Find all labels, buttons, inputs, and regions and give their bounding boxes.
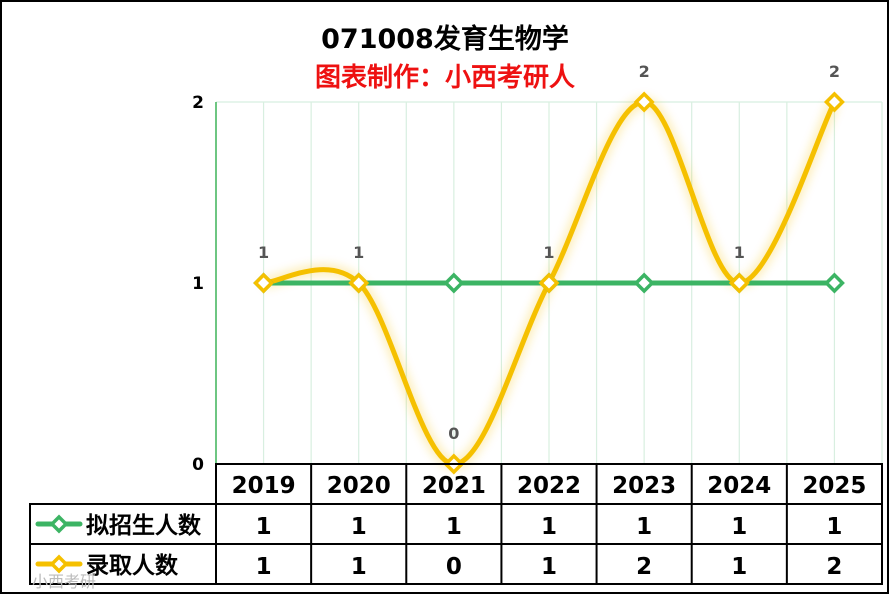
data-label: 0 bbox=[448, 424, 459, 443]
axes: 0 1 2 bbox=[192, 93, 217, 475]
x-tick-label: 2023 bbox=[612, 473, 676, 499]
series-marker-admit bbox=[253, 272, 275, 294]
y-tick-label: 0 bbox=[192, 455, 204, 475]
table-cell: 1 bbox=[826, 514, 842, 540]
y-tick-label: 1 bbox=[192, 274, 204, 294]
series bbox=[253, 91, 845, 475]
legend-marker bbox=[49, 554, 69, 574]
x-tick-label: 2019 bbox=[232, 473, 296, 499]
x-tick-label: 2020 bbox=[327, 473, 391, 499]
chart-subtitle: 图表制作：小西考研人 bbox=[315, 63, 575, 93]
series-marker-admit bbox=[348, 272, 370, 294]
series-marker-admit bbox=[538, 272, 560, 294]
x-tick-label: 2022 bbox=[517, 473, 581, 499]
table-cell: 1 bbox=[256, 554, 272, 580]
table-cell: 1 bbox=[541, 514, 557, 540]
table-cell: 1 bbox=[636, 514, 652, 540]
series-marker-recruit bbox=[633, 272, 655, 294]
table-cell: 1 bbox=[731, 514, 747, 540]
table-cell: 1 bbox=[256, 514, 272, 540]
legend-marker bbox=[49, 514, 69, 534]
table-cell: 1 bbox=[541, 554, 557, 580]
table-cell: 0 bbox=[446, 554, 462, 580]
y-tick-label: 2 bbox=[192, 93, 204, 113]
data-label: 1 bbox=[543, 243, 554, 262]
data-label: 2 bbox=[639, 62, 650, 81]
data-label: 1 bbox=[258, 243, 269, 262]
series-marker-admit bbox=[633, 91, 655, 113]
table-cell: 1 bbox=[446, 514, 462, 540]
data-label: 1 bbox=[353, 243, 364, 262]
series-marker-admit bbox=[728, 272, 750, 294]
x-tick-label: 2024 bbox=[707, 473, 771, 499]
table-cell: 1 bbox=[731, 554, 747, 580]
watermark: 小西考研 bbox=[32, 572, 96, 591]
series-marker-recruit bbox=[823, 272, 845, 294]
legend-label: 拟招生人数 bbox=[86, 512, 202, 539]
x-tick-label: 2021 bbox=[422, 473, 486, 499]
data-label: 1 bbox=[734, 243, 745, 262]
data-label: 2 bbox=[829, 62, 840, 81]
table-cell: 1 bbox=[351, 554, 367, 580]
legend-label: 录取人数 bbox=[86, 553, 179, 579]
chart-title: 071008发育生物学 bbox=[321, 23, 569, 55]
table-cell: 2 bbox=[636, 554, 652, 580]
table-cell: 1 bbox=[351, 514, 367, 540]
series-marker-recruit bbox=[443, 272, 465, 294]
series-marker-admit bbox=[823, 91, 845, 113]
x-tick-label: 2025 bbox=[802, 473, 866, 499]
table-cell: 2 bbox=[826, 554, 842, 580]
data-labels: 1 1 0 1 2 1 2 bbox=[258, 62, 840, 443]
